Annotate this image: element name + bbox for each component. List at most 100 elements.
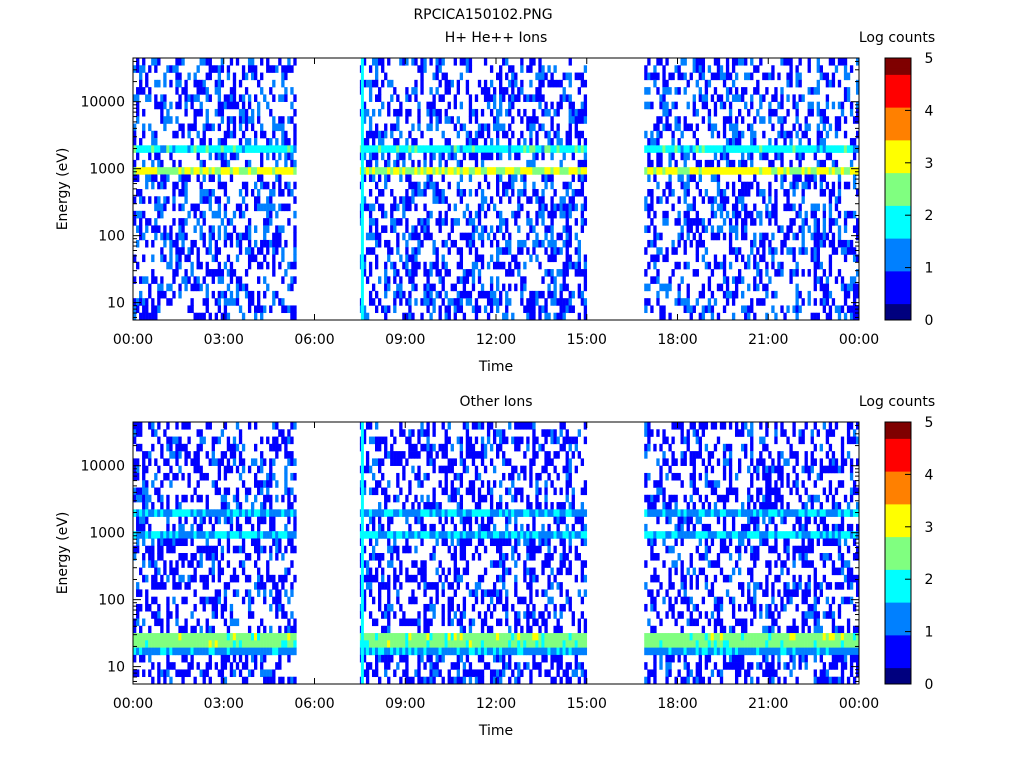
heatmap-cell — [148, 94, 152, 102]
heatmap-cell — [181, 509, 185, 517]
heatmap-cell — [756, 181, 760, 190]
heatmap-cell — [759, 239, 763, 248]
heatmap-cell — [393, 298, 397, 306]
heatmap-cell — [193, 276, 197, 284]
heatmap-cell — [837, 116, 842, 124]
heatmap-cell — [435, 189, 439, 197]
heatmap-cell — [136, 611, 140, 619]
heatmap-cell — [771, 167, 775, 175]
heatmap-cell — [677, 174, 681, 183]
heatmap-cell — [486, 87, 491, 95]
heatmap-cell — [420, 480, 424, 488]
heatmap-cell — [822, 225, 827, 233]
heatmap-cell — [444, 72, 448, 81]
heatmap-cell — [738, 210, 742, 219]
heatmap-cell — [429, 261, 433, 270]
heatmap-cell — [644, 203, 648, 212]
heatmap-cell — [538, 101, 542, 110]
heatmap-cell — [199, 625, 203, 634]
heatmap-cell — [290, 87, 294, 95]
heatmap-cell — [187, 130, 191, 139]
heatmap-cell — [843, 225, 848, 233]
heatmap-cell — [217, 298, 222, 306]
heatmap-cell — [184, 422, 188, 430]
heatmap-cell — [266, 574, 270, 583]
heatmap-cell — [698, 65, 702, 73]
heatmap-cell — [734, 254, 739, 263]
heatmap-cell — [205, 167, 209, 175]
heatmap-cell — [399, 582, 403, 590]
heatmap-cell — [272, 290, 276, 299]
heatmap-cell — [202, 472, 206, 481]
heatmap-cell — [722, 218, 727, 226]
heatmap-cell — [384, 261, 388, 270]
heatmap-cells — [133, 422, 860, 685]
heatmap-cell — [459, 174, 464, 183]
heatmap-cell — [738, 196, 742, 204]
heatmap-cell — [169, 451, 173, 459]
heatmap-cell — [272, 189, 276, 197]
heatmap-cell — [734, 247, 739, 255]
heatmap-cell — [550, 174, 554, 183]
heatmap-cell — [565, 305, 569, 314]
heatmap-cell — [142, 451, 146, 459]
heatmap-cell — [145, 181, 149, 190]
heatmap-cell — [438, 509, 442, 517]
heatmap-cell — [653, 239, 657, 248]
heatmap-cell — [229, 145, 234, 153]
heatmap-cell — [420, 298, 424, 306]
heatmap-cell — [393, 290, 397, 299]
heatmap-cell — [738, 145, 742, 153]
heatmap-cell — [169, 79, 173, 88]
heatmap-cell — [453, 305, 457, 314]
heatmap-cell — [287, 181, 291, 190]
heatmap-cell — [163, 472, 167, 481]
heatmap-cell — [263, 531, 267, 539]
heatmap-cell — [211, 458, 215, 466]
heatmap-cell — [689, 203, 693, 212]
heatmap-cell — [133, 276, 137, 284]
heatmap-cell — [526, 298, 530, 306]
heatmap-cell — [368, 159, 373, 168]
heatmap-cell — [568, 58, 572, 66]
heatmap-cell — [241, 101, 246, 110]
heatmap-cell — [483, 123, 488, 132]
heatmap-cell — [647, 159, 651, 168]
heatmap-cell — [834, 218, 839, 226]
heatmap-cell — [247, 305, 252, 314]
heatmap-cell — [713, 254, 718, 263]
heatmap-cell — [281, 72, 285, 81]
heatmap-cell — [804, 145, 808, 153]
heatmap-cell — [722, 152, 727, 161]
heatmap-cell — [284, 305, 288, 314]
heatmap-cell — [662, 94, 666, 102]
heatmap-cell — [459, 145, 464, 153]
heatmap-cell — [247, 247, 252, 255]
heatmap-cell — [172, 218, 176, 226]
heatmap-cell — [396, 458, 400, 466]
heatmap-cell — [384, 145, 388, 153]
heatmap-cell — [266, 436, 270, 445]
heatmap-cell — [565, 189, 569, 197]
heatmap-cell — [178, 247, 182, 255]
heatmap-cell — [405, 647, 409, 656]
heatmap-cell — [381, 189, 385, 197]
heatmap-cell — [544, 72, 548, 81]
heatmap-cell — [831, 189, 836, 197]
heatmap-cell — [187, 574, 191, 583]
heatmap-cell — [762, 145, 766, 153]
heatmap-cell — [780, 239, 784, 248]
heatmap-cell — [378, 516, 382, 525]
heatmap-cell — [674, 87, 678, 95]
heatmap-cell — [550, 181, 554, 190]
colorbar-step — [885, 71, 911, 75]
heatmap-cell — [747, 210, 751, 219]
heatmap-cell — [441, 582, 445, 590]
heatmap-cell — [544, 232, 548, 241]
heatmap-cell — [378, 167, 382, 175]
heatmap-cell — [217, 567, 222, 576]
heatmap-cell — [441, 618, 445, 627]
heatmap-cell — [238, 305, 243, 314]
heatmap-cell — [523, 239, 527, 248]
heatmap-cell — [441, 283, 445, 292]
